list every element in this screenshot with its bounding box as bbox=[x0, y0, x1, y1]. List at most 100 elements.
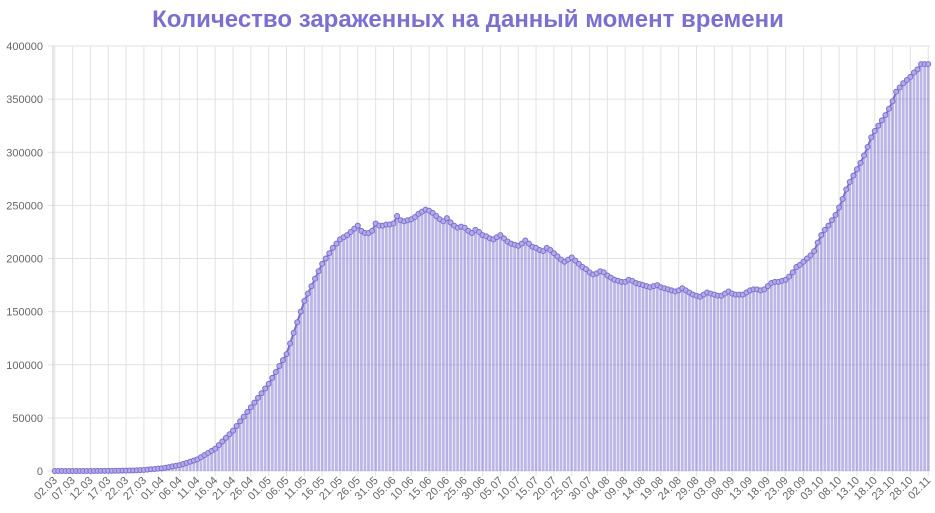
bar bbox=[752, 289, 755, 471]
bar bbox=[577, 264, 580, 471]
bar bbox=[431, 213, 434, 471]
bar bbox=[456, 228, 459, 471]
point bbox=[890, 99, 895, 104]
bar bbox=[488, 238, 491, 471]
bar bbox=[741, 295, 744, 471]
bar bbox=[438, 219, 441, 471]
point bbox=[926, 62, 931, 67]
bar bbox=[927, 64, 930, 471]
point bbox=[277, 364, 282, 369]
bar bbox=[777, 282, 780, 471]
bar bbox=[528, 244, 531, 471]
point bbox=[330, 245, 335, 250]
point bbox=[869, 135, 874, 140]
bar bbox=[798, 265, 801, 471]
point bbox=[840, 197, 845, 202]
point bbox=[298, 309, 303, 314]
bar bbox=[695, 296, 698, 471]
bar bbox=[802, 262, 805, 471]
bar bbox=[417, 214, 420, 471]
bar bbox=[720, 296, 723, 471]
bar bbox=[674, 291, 677, 471]
point bbox=[305, 291, 310, 296]
bar bbox=[599, 271, 602, 471]
bar bbox=[278, 366, 281, 471]
bar bbox=[299, 312, 302, 471]
bar bbox=[823, 230, 826, 471]
point bbox=[915, 67, 920, 72]
bar bbox=[421, 212, 424, 471]
bar bbox=[781, 281, 784, 471]
point bbox=[844, 187, 849, 192]
point bbox=[822, 227, 827, 232]
point bbox=[444, 216, 449, 221]
bar bbox=[638, 284, 641, 471]
bar bbox=[681, 288, 684, 471]
bar bbox=[702, 295, 705, 471]
bar bbox=[524, 240, 527, 471]
bar bbox=[396, 216, 399, 471]
bar bbox=[688, 293, 691, 472]
y-tick-label: 50000 bbox=[12, 413, 43, 425]
point bbox=[879, 118, 884, 123]
bar bbox=[371, 231, 374, 471]
bar bbox=[642, 285, 645, 471]
bar bbox=[877, 126, 880, 471]
point bbox=[309, 284, 314, 289]
bar bbox=[866, 147, 869, 471]
point bbox=[865, 144, 870, 149]
bar bbox=[624, 282, 627, 471]
point bbox=[812, 249, 817, 254]
bar bbox=[852, 176, 855, 471]
point bbox=[862, 153, 867, 158]
bar bbox=[531, 247, 534, 471]
bar bbox=[617, 281, 620, 471]
bar bbox=[321, 264, 324, 471]
bar bbox=[342, 237, 345, 471]
bar bbox=[684, 290, 687, 471]
bar bbox=[556, 256, 559, 471]
bar bbox=[749, 290, 752, 471]
point bbox=[295, 320, 300, 325]
bar bbox=[920, 64, 923, 471]
bar bbox=[841, 199, 844, 471]
bar bbox=[392, 223, 395, 471]
bar bbox=[816, 243, 819, 471]
point bbox=[876, 123, 881, 128]
bar bbox=[442, 221, 445, 471]
bar bbox=[659, 287, 662, 471]
bar bbox=[770, 283, 773, 471]
bar bbox=[716, 296, 719, 471]
bar bbox=[834, 215, 837, 471]
y-tick-label: 400000 bbox=[6, 41, 43, 53]
bar bbox=[610, 278, 613, 471]
bar bbox=[759, 290, 762, 471]
bar bbox=[788, 277, 791, 471]
bar bbox=[267, 384, 270, 471]
point bbox=[829, 218, 834, 223]
point bbox=[391, 221, 396, 226]
point bbox=[266, 381, 271, 386]
bar bbox=[734, 295, 737, 471]
bar bbox=[663, 288, 666, 471]
point bbox=[887, 106, 892, 111]
bar bbox=[513, 245, 516, 471]
bar bbox=[809, 255, 812, 471]
bar bbox=[656, 285, 659, 471]
point bbox=[234, 423, 239, 428]
point bbox=[316, 269, 321, 274]
bar bbox=[388, 225, 391, 472]
point bbox=[327, 251, 332, 256]
point bbox=[854, 167, 859, 172]
bar bbox=[446, 218, 449, 471]
bar bbox=[560, 260, 563, 471]
bar bbox=[563, 262, 566, 471]
bar bbox=[331, 248, 334, 471]
bar bbox=[246, 412, 249, 471]
bar bbox=[242, 417, 245, 471]
bar bbox=[602, 272, 605, 471]
bar bbox=[474, 230, 477, 471]
bar bbox=[485, 236, 488, 471]
bar bbox=[349, 232, 352, 471]
bar bbox=[756, 289, 759, 471]
